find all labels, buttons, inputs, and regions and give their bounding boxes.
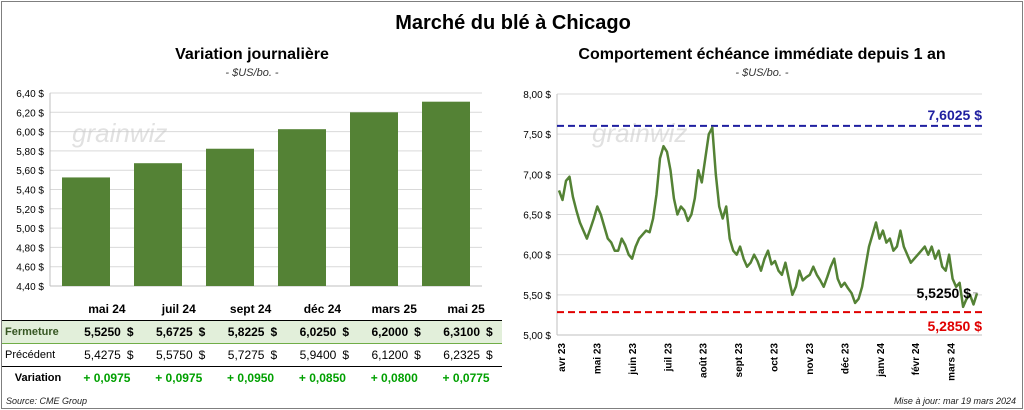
table-header-cell: mai 25: [430, 298, 502, 321]
x-tick-label: oct 23: [770, 343, 781, 372]
update-note: Mise à jour: mar 19 mars 2024: [893, 396, 1016, 406]
x-tick-label: déc 23: [840, 343, 851, 375]
previous-value: 5,4275: [71, 343, 127, 367]
close-value: 6,0250: [286, 320, 343, 344]
table-row-precedent: Précédent 5,4275 $ 5,5750 $ 5,7275 $ 5,9400…: [2, 343, 502, 367]
y-tick-label: 4,40 $: [16, 282, 44, 293]
x-tick-label: juin 23: [628, 343, 639, 376]
currency-sign: $: [342, 343, 359, 367]
y-tick-label: 5,00 $: [16, 224, 44, 235]
y-tick-label: 5,60 $: [16, 166, 44, 177]
x-tick-label: sept 23: [734, 343, 745, 378]
row-label: Fermeture: [2, 320, 71, 344]
y-tick-label: 6,00 $: [16, 128, 44, 139]
previous-value: 6,1200: [358, 343, 415, 367]
y-tick-label: 6,40 $: [16, 89, 44, 100]
currency-sign: $: [126, 320, 143, 344]
x-tick-label: mai 23: [592, 343, 603, 375]
x-tick-label: févr 24: [911, 343, 922, 376]
x-tick-label: juil 23: [663, 343, 674, 373]
x-tick-label: avr 23: [557, 343, 568, 372]
x-tick-label: mars 24: [947, 343, 958, 381]
bar-chart-title: Variation journalière: [175, 46, 329, 63]
table-row-variation: Variation + 0,0975 + 0,0975 + 0,0950 + 0…: [2, 367, 502, 390]
low-label: 5,2850 $: [928, 318, 983, 334]
currency-sign: $: [198, 343, 215, 367]
change-value: + 0,0850: [298, 371, 346, 385]
previous-value: 5,7275: [214, 343, 271, 367]
change-value: + 0,0775: [442, 371, 490, 385]
y-tick-label: 4,60 $: [16, 263, 44, 274]
table-header-cell: déc 24: [286, 298, 359, 321]
y-tick-label: 7,00 $: [523, 170, 551, 181]
watermark-logo: grainwiz: [72, 118, 167, 148]
y-tick-label: 5,00 $: [523, 331, 551, 342]
y-tick-label: 4,80 $: [16, 243, 44, 254]
table-header-blank: [2, 298, 71, 321]
y-tick-label: 6,00 $: [523, 251, 551, 262]
y-tick-label: 7,50 $: [523, 130, 551, 141]
main-title: Marché du blé à Chicago: [395, 12, 631, 34]
currency-sign: $: [486, 343, 502, 367]
line-chart-unit: - $US/bo. -: [735, 67, 789, 79]
quotes-table: mai 24 juil 24 sept 24 déc 24 mars 25 ma…: [2, 298, 502, 389]
x-tick-label: août 23: [699, 343, 710, 378]
change-value: + 0,0800: [370, 371, 418, 385]
close-value: 5,6725: [142, 320, 199, 344]
currency-sign: $: [414, 320, 431, 344]
x-tick-label: janv 24: [876, 343, 887, 378]
row-label: Variation: [14, 372, 62, 384]
bar-chart: 4,40 $ 4,60 $ 4,80 $ 5,00 $ 5,20 $ 5,40 $ 5,60…: [16, 89, 482, 293]
last-price-label: 5,5250 $: [917, 285, 972, 301]
line-chart: 5,00 $ 5,50 $ 6,00 $ 6,50 $ 7,00 $ 7,50 $ 8,00…: [523, 90, 983, 381]
bar: [134, 163, 182, 286]
y-tick-label: 5,80 $: [16, 147, 44, 158]
table-header-cell: juil 24: [142, 298, 215, 321]
row-label: Précédent: [2, 343, 71, 367]
currency-sign: $: [414, 343, 431, 367]
table-header-row: mai 24 juil 24 sept 24 déc 24 mars 25 ma…: [2, 298, 502, 321]
currency-sign: $: [126, 343, 143, 367]
table-header-cell: sept 24: [214, 298, 287, 321]
close-value: 5,5250: [71, 320, 127, 344]
previous-value: 5,5750: [142, 343, 199, 367]
currency-sign: $: [342, 320, 359, 344]
table-header-cell: mars 25: [358, 298, 431, 321]
bar: [278, 129, 326, 286]
currency-sign: $: [270, 343, 287, 367]
previous-value: 6,2325: [430, 343, 486, 367]
close-value: 6,3100: [430, 320, 486, 344]
currency-sign: $: [198, 320, 215, 344]
table-row-fermeture: Fermeture 5,5250 $ 5,6725 $ 5,8225 $ 6,0250…: [2, 320, 502, 344]
close-value: 5,8225: [214, 320, 271, 344]
bar: [350, 112, 398, 286]
change-value: + 0,0975: [155, 371, 203, 385]
bar: [206, 148, 254, 286]
y-tick-label: 6,20 $: [16, 108, 44, 119]
y-tick-label: 5,20 $: [16, 205, 44, 216]
previous-value: 5,9400: [286, 343, 343, 367]
source-note: Source: CME Group: [6, 396, 88, 406]
y-tick-label: 8,00 $: [523, 90, 551, 101]
bar: [422, 101, 470, 286]
change-value: + 0,0950: [227, 371, 275, 385]
x-tick-label: nov 23: [805, 343, 816, 375]
bar-chart-unit: - $US/bo. -: [225, 67, 279, 79]
change-value: + 0,0975: [83, 371, 131, 385]
watermark-logo: grainwiz: [592, 118, 687, 148]
price-series-line: [557, 126, 979, 309]
currency-sign: $: [486, 320, 502, 344]
y-tick-label: 6,50 $: [523, 211, 551, 222]
y-tick-label: 5,50 $: [523, 291, 551, 302]
high-label: 7,6025 $: [928, 107, 983, 123]
currency-sign: $: [270, 320, 287, 344]
y-tick-label: 5,40 $: [16, 186, 44, 197]
close-value: 6,2000: [358, 320, 415, 344]
bar: [62, 177, 110, 286]
line-chart-title: Comportement échéance immédiate depuis 1…: [578, 46, 946, 63]
table-header-cell: mai 24: [71, 298, 143, 321]
